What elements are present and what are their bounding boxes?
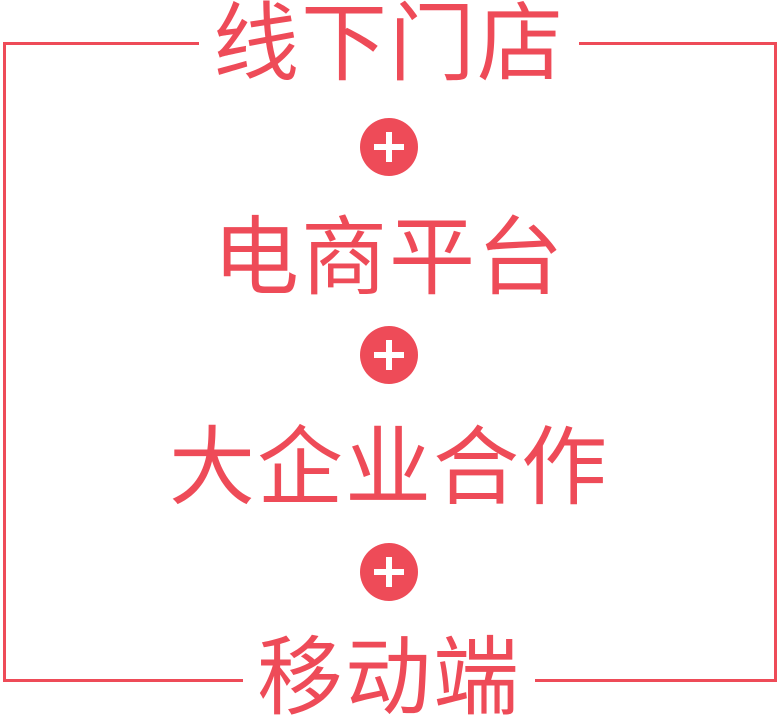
item-label: 线下门店 [199,0,579,94]
item-offline-stores: 线下门店 [0,0,778,94]
plus-circle-icon [360,326,418,384]
item-label: 移动端 [243,628,535,728]
item-label: 大企业合作 [169,418,609,518]
item-label: 电商平台 [213,208,565,308]
plus-circle-icon [360,118,418,176]
item-ecommerce-platform: 电商平台 [0,210,778,306]
plus-circle-icon [360,543,418,601]
item-mobile: 移动端 [0,628,778,728]
item-enterprise-cooperation: 大企业合作 [0,420,778,516]
